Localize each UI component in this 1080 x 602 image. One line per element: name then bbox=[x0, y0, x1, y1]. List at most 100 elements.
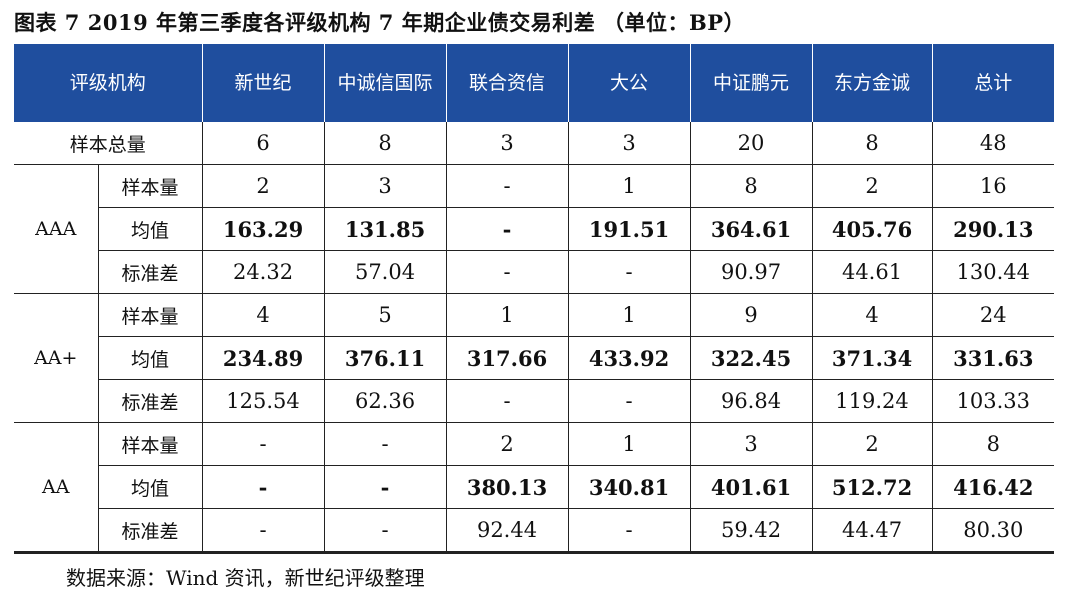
table-row: AAA 样本量 2 3 - 1 8 2 16 bbox=[14, 164, 1055, 294]
header-cell: 联合资信 bbox=[446, 44, 569, 122]
table-cell: - bbox=[202, 508, 325, 553]
table-cell: 5 bbox=[324, 293, 447, 337]
table-cell: 8 bbox=[324, 122, 447, 165]
row-label: 均值 bbox=[98, 336, 203, 380]
row-label: 标准差 bbox=[98, 379, 203, 423]
table-cell: 3 bbox=[324, 164, 447, 208]
table-row: 均值 - - 380.13 340.81 401.61 512.72 416.4… bbox=[14, 465, 1055, 509]
table-cell: 1 bbox=[568, 293, 691, 337]
rating-group-label: AA+ bbox=[14, 293, 99, 423]
table-cell: 1 bbox=[568, 422, 691, 466]
table-cell: 92.44 bbox=[446, 508, 569, 553]
table-cell: 44.61 bbox=[812, 250, 933, 294]
row-label: 标准差 bbox=[98, 250, 203, 294]
table-cell: 2 bbox=[202, 164, 325, 208]
table-cell: 59.42 bbox=[690, 508, 813, 553]
table-row-sample-total: 样本总量 6 8 3 3 20 8 48 bbox=[14, 122, 1055, 165]
table-cell: 2 bbox=[446, 422, 569, 466]
row-label: 样本量 bbox=[98, 422, 203, 466]
header-cell: 东方金诚 bbox=[812, 44, 933, 122]
row-label: 样本量 bbox=[98, 293, 203, 337]
table-cell: 4 bbox=[202, 293, 325, 337]
table-row: AA 样本量 - - 2 1 3 2 8 bbox=[14, 422, 1055, 553]
table-cell: 4 bbox=[812, 293, 933, 337]
table-cell: 6 bbox=[202, 122, 325, 165]
table-cell: 405.76 bbox=[812, 207, 933, 251]
table-cell: 322.45 bbox=[690, 336, 813, 380]
table-cell: 2 bbox=[812, 422, 933, 466]
table-row: 均值 163.29 131.85 - 191.51 364.61 405.76 … bbox=[14, 207, 1055, 251]
table-cell: 20 bbox=[690, 122, 813, 165]
table-cell: - bbox=[446, 207, 569, 251]
table-cell: 401.61 bbox=[690, 465, 813, 509]
table-row: 标准差 24.32 57.04 - - 90.97 44.61 130.44 bbox=[14, 250, 1055, 294]
table-cell: 119.24 bbox=[812, 379, 933, 423]
table-row: AA+ 样本量 4 5 1 1 9 4 24 bbox=[14, 293, 1055, 423]
rating-group-label: AAA bbox=[14, 164, 99, 294]
row-label: 均值 bbox=[98, 207, 203, 251]
row-label: 样本总量 bbox=[14, 122, 203, 165]
table-cell: 48 bbox=[932, 122, 1055, 165]
table-cell: 1 bbox=[568, 164, 691, 208]
table-cell: 8 bbox=[932, 422, 1055, 466]
table-cell: 44.47 bbox=[812, 508, 933, 553]
table-cell: - bbox=[446, 379, 569, 423]
table-cell: 163.29 bbox=[202, 207, 325, 251]
table-cell: 130.44 bbox=[932, 250, 1055, 294]
table-body: 样本总量 6 8 3 3 20 8 48 AAA 样本量 2 3 - 1 8 2… bbox=[14, 122, 1055, 553]
table-cell: 131.85 bbox=[324, 207, 447, 251]
table-cell: 9 bbox=[690, 293, 813, 337]
table-cell: 24 bbox=[932, 293, 1055, 337]
table-cell: 340.81 bbox=[568, 465, 691, 509]
header-cell: 大公 bbox=[568, 44, 691, 122]
header-cell: 新世纪 bbox=[202, 44, 325, 122]
table-cell: 16 bbox=[932, 164, 1055, 208]
table-cell: 8 bbox=[812, 122, 933, 165]
table-cell: 125.54 bbox=[202, 379, 325, 423]
table-cell: 331.63 bbox=[932, 336, 1055, 380]
table-cell: - bbox=[324, 465, 447, 509]
table-cell: 380.13 bbox=[446, 465, 569, 509]
table-cell: 317.66 bbox=[446, 336, 569, 380]
table-cell: - bbox=[446, 164, 569, 208]
table-cell: - bbox=[568, 250, 691, 294]
table-cell: 96.84 bbox=[690, 379, 813, 423]
table-cell: 90.97 bbox=[690, 250, 813, 294]
table-row: 标准差 125.54 62.36 - - 96.84 119.24 103.33 bbox=[14, 379, 1055, 423]
table-cell: 364.61 bbox=[690, 207, 813, 251]
header-row: 评级机构 新世纪 中诚信国际 联合资信 大公 中证鹏元 东方金诚 总计 bbox=[14, 44, 1055, 122]
table-cell: 80.30 bbox=[932, 508, 1055, 553]
table-cell: 3 bbox=[568, 122, 691, 165]
table-cell: 433.92 bbox=[568, 336, 691, 380]
table-row: 标准差 - - 92.44 - 59.42 44.47 80.30 bbox=[14, 508, 1055, 553]
table-cell: - bbox=[446, 250, 569, 294]
data-source-note: 数据来源：Wind 资讯，新世纪评级整理 bbox=[66, 566, 425, 590]
header-cell-agency: 评级机构 bbox=[14, 44, 203, 122]
table-row: 均值 234.89 376.11 317.66 433.92 322.45 37… bbox=[14, 336, 1055, 380]
table-cell: - bbox=[568, 379, 691, 423]
header-cell: 中诚信国际 bbox=[324, 44, 447, 122]
table-cell: 416.42 bbox=[932, 465, 1055, 509]
spread-table-container: 评级机构 新世纪 中诚信国际 联合资信 大公 中证鹏元 东方金诚 总计 样本总量… bbox=[14, 44, 1055, 554]
table-cell: 3 bbox=[446, 122, 569, 165]
row-label: 标准差 bbox=[98, 508, 203, 553]
table-cell: 1 bbox=[446, 293, 569, 337]
table-cell: 234.89 bbox=[202, 336, 325, 380]
rating-group-label: AA bbox=[14, 422, 99, 553]
table-cell: 103.33 bbox=[932, 379, 1055, 423]
table-cell: 24.32 bbox=[202, 250, 325, 294]
table-cell: 290.13 bbox=[932, 207, 1055, 251]
table-cell: 512.72 bbox=[812, 465, 933, 509]
table-cell: 2 bbox=[812, 164, 933, 208]
header-cell: 总计 bbox=[932, 44, 1055, 122]
row-label: 样本量 bbox=[98, 164, 203, 208]
figure-caption: 图表 7 2019 年第三季度各评级机构 7 年期企业债交易利差 （单位：BP） bbox=[14, 10, 746, 35]
table-header: 评级机构 新世纪 中诚信国际 联合资信 大公 中证鹏元 东方金诚 总计 bbox=[14, 44, 1055, 122]
row-label: 均值 bbox=[98, 465, 203, 509]
table-cell: 57.04 bbox=[324, 250, 447, 294]
table-cell: 371.34 bbox=[812, 336, 933, 380]
table-cell: - bbox=[568, 508, 691, 553]
spread-table: 评级机构 新世纪 中诚信国际 联合资信 大公 中证鹏元 东方金诚 总计 样本总量… bbox=[14, 44, 1055, 554]
table-cell: - bbox=[324, 422, 447, 466]
table-cell: 8 bbox=[690, 164, 813, 208]
